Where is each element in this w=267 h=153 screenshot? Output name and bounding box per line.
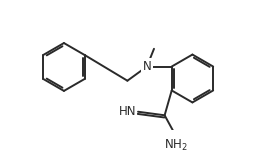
Text: HN: HN — [119, 105, 136, 118]
Text: NH$_2$: NH$_2$ — [164, 138, 188, 153]
Text: N: N — [143, 60, 151, 73]
